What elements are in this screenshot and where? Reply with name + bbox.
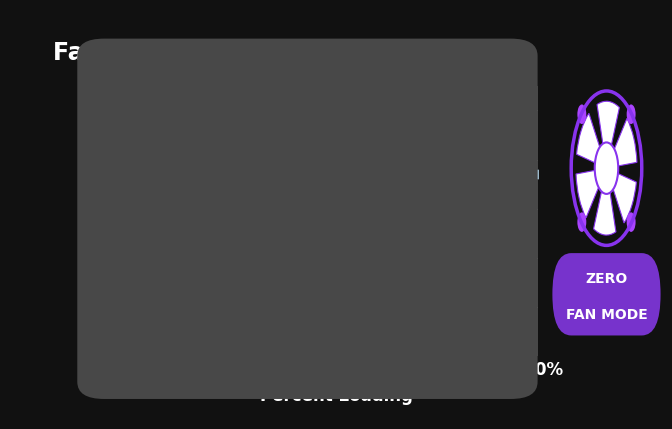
Wedge shape [614,118,637,166]
Text: Fan Noise (dB): Fan Noise (dB) [54,41,248,65]
Circle shape [577,104,586,124]
Circle shape [595,142,618,194]
Wedge shape [576,170,599,218]
Text: ZERO: ZERO [585,272,628,286]
X-axis label: Percent Loading: Percent Loading [259,387,413,405]
FancyBboxPatch shape [552,253,661,335]
Wedge shape [597,101,620,147]
Circle shape [627,212,636,232]
Wedge shape [613,173,636,223]
Wedge shape [577,113,600,163]
Text: FAN MODE: FAN MODE [566,308,647,322]
Circle shape [627,104,636,124]
FancyBboxPatch shape [27,13,323,86]
Circle shape [577,212,586,232]
Wedge shape [593,189,616,235]
